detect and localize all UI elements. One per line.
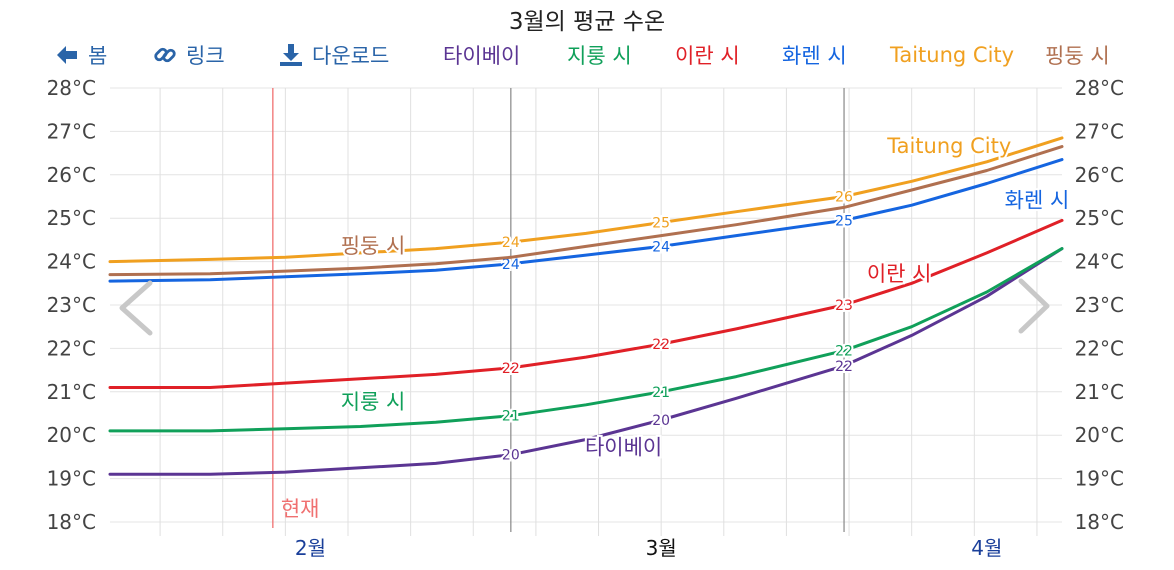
- series-line-hualien: [108, 158, 1064, 283]
- data-label-keelung: 21: [502, 409, 520, 425]
- legend-label-keelung: 지룽 시: [567, 44, 632, 68]
- y-tick-label-right: 22°C: [1075, 336, 1124, 360]
- data-label-hualien: 24: [652, 239, 670, 255]
- y-tick-label-left: 23°C: [47, 293, 96, 317]
- series-line-pingtung: [108, 145, 1064, 277]
- y-tick-label-left: 21°C: [47, 380, 96, 404]
- legend-label-taitung: Taitung City: [890, 43, 1015, 67]
- y-tick-label-right: 26°C: [1075, 163, 1124, 187]
- series-label-hualien: 화렌 시: [1005, 188, 1070, 212]
- y-tick-label-right: 25°C: [1075, 206, 1124, 230]
- y-tick-label-left: 28°C: [47, 76, 96, 100]
- data-label-hualien: 24: [502, 257, 520, 273]
- y-tick-label-right: 28°C: [1075, 76, 1124, 100]
- data-label-keelung: 22: [835, 344, 853, 360]
- series-label-pingtung: 핑둥 시: [341, 234, 406, 258]
- legend-item-hualien[interactable]: 화렌 시: [782, 40, 847, 70]
- legend-label-yilan: 이란 시: [675, 44, 740, 68]
- y-tick-label-right: 27°C: [1075, 119, 1124, 143]
- series-label-yilan: 이란 시: [867, 262, 932, 286]
- data-label-taitung: 26: [835, 190, 853, 206]
- link-button[interactable]: 링크: [152, 40, 225, 70]
- legend-label-taipei: 타이베이: [443, 44, 521, 68]
- back-button[interactable]: 봄: [54, 40, 107, 70]
- y-tick-label-right: 20°C: [1075, 423, 1124, 447]
- data-label-yilan: 22: [502, 361, 520, 377]
- y-tick-label-left: 27°C: [47, 119, 96, 143]
- legend-label-pingtung: 핑둥 시: [1045, 44, 1110, 68]
- y-tick-label-left: 25°C: [47, 206, 96, 230]
- y-tick-label-right: 24°C: [1075, 250, 1124, 274]
- x-tick-label: 3월: [646, 536, 677, 560]
- series-label-taipei: 타이베이: [585, 436, 662, 460]
- legend-item-pingtung[interactable]: 핑둥 시: [1045, 40, 1110, 70]
- series-label-taitung: Taitung City: [886, 134, 1011, 158]
- arrow-left-icon: [57, 46, 77, 64]
- series-line-taitung: [108, 136, 1064, 264]
- data-label-taitung: 24: [502, 235, 520, 251]
- series-line-yilan: [108, 218, 1064, 389]
- back-label: 봄: [88, 44, 108, 68]
- legend-item-taipei[interactable]: 타이베이: [443, 40, 520, 70]
- y-tick-label-left: 22°C: [47, 336, 96, 360]
- chevron-right-icon[interactable]: [1018, 278, 1050, 334]
- x-tick-label: 4월: [971, 536, 1002, 560]
- y-tick-label-right: 18°C: [1075, 510, 1124, 534]
- data-label-yilan: 22: [652, 337, 670, 353]
- legend-label-hualien: 화렌 시: [782, 44, 847, 68]
- y-tick-label-right: 19°C: [1075, 467, 1124, 491]
- data-label-taipei: 20: [502, 448, 520, 464]
- y-tick-label-left: 20°C: [47, 423, 96, 447]
- link-label: 링크: [186, 44, 225, 68]
- y-tick-label-left: 18°C: [47, 510, 96, 534]
- download-icon: [280, 44, 302, 66]
- chart-title: 3월의 평균 수온: [508, 9, 666, 35]
- y-tick-label-left: 19°C: [47, 467, 96, 491]
- y-tick-label-right: 21°C: [1075, 380, 1124, 404]
- link-icon: [154, 47, 176, 63]
- data-label-taitung: 25: [652, 216, 670, 232]
- series-label-keelung: 지룽 시: [341, 390, 406, 414]
- series-line-keelung: [108, 247, 1064, 433]
- y-tick-label-right: 23°C: [1075, 293, 1124, 317]
- legend-item-yilan[interactable]: 이란 시: [675, 40, 740, 70]
- chevron-left-icon[interactable]: [119, 280, 153, 336]
- data-label-hualien: 25: [835, 213, 853, 229]
- current-marker-label: 현재: [281, 497, 320, 521]
- data-label-taipei: 20: [652, 413, 670, 429]
- data-label-taipei: 22: [835, 359, 853, 375]
- y-tick-label-left: 24°C: [47, 250, 96, 274]
- legend-item-keelung[interactable]: 지룽 시: [567, 40, 632, 70]
- data-label-keelung: 21: [652, 385, 670, 401]
- y-tick-label-left: 26°C: [47, 163, 96, 187]
- download-button[interactable]: 다운로드: [278, 40, 389, 70]
- download-label: 다운로드: [312, 44, 390, 68]
- x-tick-label: 2월: [295, 536, 326, 560]
- series-line-taipei: [108, 247, 1064, 476]
- data-label-yilan: 23: [835, 298, 853, 314]
- legend-item-taitung[interactable]: Taitung City: [890, 40, 1014, 70]
